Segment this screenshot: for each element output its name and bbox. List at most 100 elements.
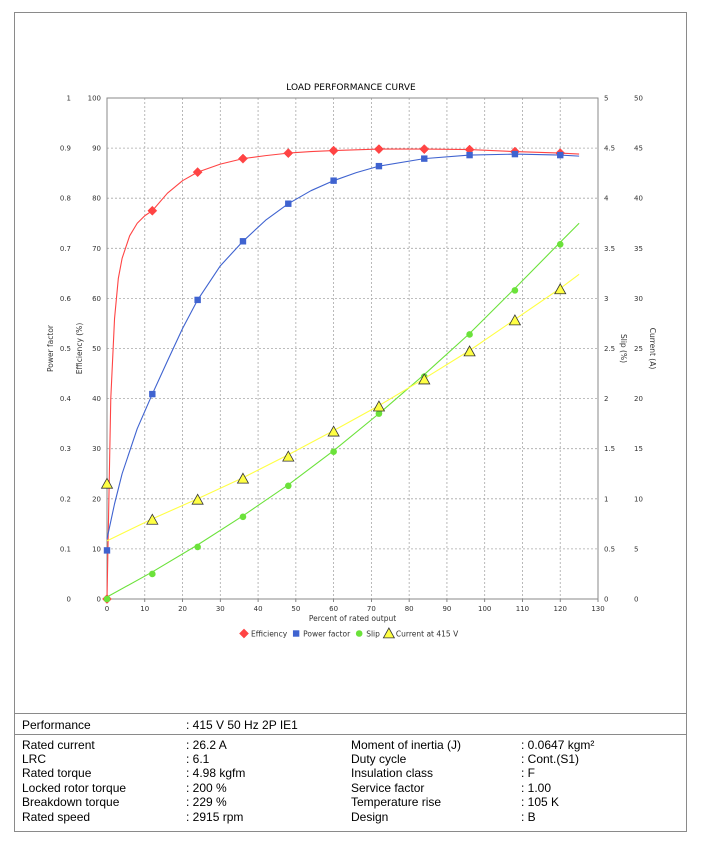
y-tick-label: 0.3 [60, 445, 71, 453]
performance-row: Performance : 415 V 50 Hz 2P IE1 [14, 714, 687, 735]
y-tick-label: 10 [92, 545, 101, 553]
power-factor-curve [106, 153, 580, 539]
x-tick-label: 50 [291, 605, 300, 613]
x-tick-label: 110 [516, 605, 529, 613]
spec-label: Locked rotor torque [22, 781, 127, 795]
y-tick-label: 0.6 [60, 295, 72, 303]
y-tick-label: 30 [634, 295, 643, 303]
efficiency-curve [106, 148, 580, 600]
y-axis-title-right: Current (A) [648, 328, 657, 370]
slip-point [511, 287, 519, 294]
y-tick-label: 0.4 [60, 395, 72, 403]
efficiency-point [192, 167, 203, 178]
y-tick-label: 40 [92, 395, 101, 403]
y-tick-label: 80 [92, 195, 101, 203]
y-tick-label: 0.5 [60, 345, 71, 353]
slip-point [556, 240, 564, 248]
y-tick-label: 10 [634, 495, 643, 503]
plot-border [106, 97, 599, 600]
spec-value: : 6.1 [186, 752, 210, 766]
spec-label: Rated speed [22, 810, 91, 824]
power-factor-point [285, 200, 292, 207]
y-tick-label: 1.5 [604, 445, 615, 453]
spec-value: : 229 % [186, 795, 227, 809]
x-tick-label: 130 [591, 605, 604, 613]
slip-point [375, 410, 383, 417]
current-at-415-v-point [554, 283, 567, 295]
slip-point [149, 570, 156, 578]
slip-point [239, 513, 247, 521]
spec-label: Moment of inertia (J) [351, 738, 462, 752]
series-power-factor [103, 150, 580, 554]
y-tick-label: 0 [67, 596, 71, 604]
series-efficiency [102, 144, 580, 604]
power-factor-point [421, 155, 428, 162]
y-tick-label: 0.2 [60, 495, 71, 503]
y-tick-label: 20 [634, 395, 643, 403]
power-factor-point [239, 238, 247, 245]
y-tick-label: 3.5 [604, 245, 615, 253]
power-factor-point [466, 151, 473, 159]
slip-point [284, 482, 292, 490]
y-tick-label: 4.5 [604, 145, 615, 153]
y-tick-label: 50 [634, 95, 643, 103]
legend-power-factor-marker [292, 630, 300, 637]
spec-value: : Cont.(S1) [521, 752, 580, 766]
x-tick-label: 40 [254, 605, 263, 613]
slip-point [330, 448, 337, 456]
power-factor-point [511, 150, 519, 158]
y-tick-label: 4 [604, 195, 609, 203]
x-tick-label: 20 [178, 605, 187, 613]
x-tick-label: 0 [105, 605, 109, 613]
current-at-415-v-point [100, 477, 114, 489]
power-factor-point [557, 151, 564, 159]
spec-value: : 1.00 [521, 781, 552, 795]
y-tick-label: 2.5 [604, 345, 615, 353]
spec-label: Service factor [351, 781, 425, 795]
y-tick-label: 0 [97, 596, 101, 604]
spec-table: Performance : 415 V 50 Hz 2P IE1 Rated c… [14, 713, 687, 833]
spec-value: : 200 % [186, 781, 227, 795]
efficiency-point [147, 205, 158, 216]
y-tick-label: 5 [634, 545, 638, 553]
axes-layer: 0 10 20 30 40 50 60 70 80 90 100 110 120 13000.10.20.… [46, 95, 657, 624]
y-tick-label: 0.9 [60, 145, 71, 153]
y-tick-label: 90 [92, 145, 101, 153]
power-factor-point [330, 177, 337, 184]
efficiency-point [283, 148, 294, 159]
legend-slip-label: Slip [366, 630, 380, 639]
y-tick-label: 1 [67, 95, 71, 103]
y-tick-label: 50 [92, 345, 101, 353]
legend: Efficiency Power factor Slip Current at 415… [239, 627, 459, 639]
y-tick-label: 3 [604, 295, 608, 303]
performance-label: Performance [22, 718, 91, 732]
y-tick-label: 30 [92, 445, 101, 453]
y-axis-title-left: Efficiency (%) [75, 323, 84, 375]
spec-value: : 26.2 A [186, 738, 227, 752]
y-tick-label: 20 [92, 495, 101, 503]
x-tick-label: 100 [478, 605, 491, 613]
spec-value: : 0.0647 kgm² [521, 738, 595, 752]
y-tick-label: 0.1 [60, 545, 71, 553]
y-axis-title-left: Power factor [46, 324, 55, 372]
y-tick-label: 2 [604, 395, 608, 403]
x-tick-label: 60 [329, 605, 338, 613]
power-factor-point [375, 162, 383, 170]
current-at-415-v-point [146, 513, 159, 525]
x-axis-title: Percent of rated output [309, 614, 396, 623]
current-at-415-v-point [327, 425, 340, 437]
current-at-415-v-point [236, 472, 250, 484]
legend-current-at-415-v-label: Current at 415 V [396, 630, 459, 639]
spec-label: Temperature rise [351, 795, 442, 809]
spec-label: Duty cycle [351, 752, 407, 766]
y-tick-label: 0.7 [60, 245, 71, 253]
y-tick-label: 40 [634, 195, 643, 203]
y-tick-label: 25 [634, 345, 643, 353]
current-at-415-v-point [282, 450, 295, 462]
slip-point [466, 331, 473, 338]
current-at-415-v-curve [106, 273, 580, 542]
power-factor-point [194, 296, 201, 304]
performance-value: : 415 V 50 Hz 2P IE1 [186, 718, 298, 732]
legend-power-factor-label: Power factor [303, 630, 351, 639]
x-tick-label: 90 [442, 605, 451, 613]
